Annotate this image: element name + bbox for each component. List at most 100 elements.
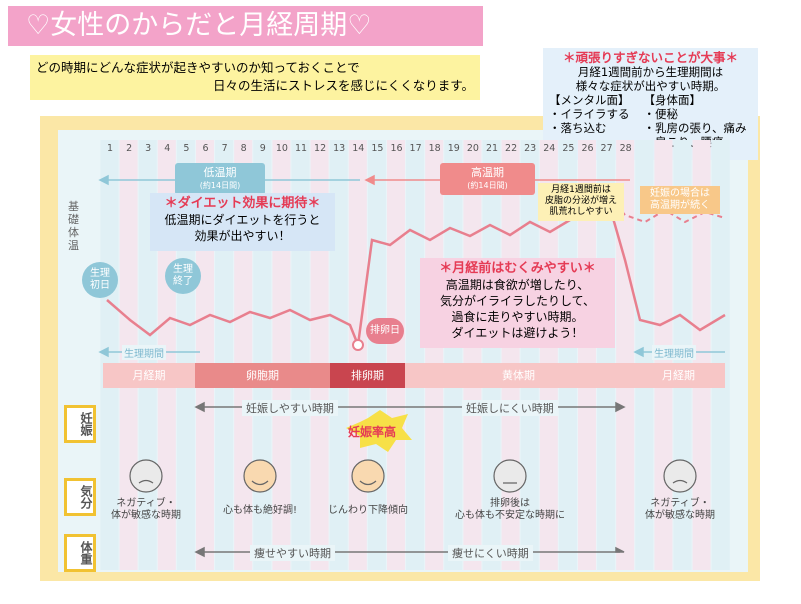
low-tag: 低温期 (約14日間)	[175, 163, 265, 195]
diet-callout: ＊ダイエット効果に期待＊ 低温期にダイエットを行うと 効果が出やすい！	[150, 193, 335, 251]
intro-line: どの時期にどんな症状が起きやすいのか知っておくことで	[36, 60, 360, 75]
intro: どの時期にどんな症状が起きやすいのか知っておくことで 日々の生活にストレスを感じ…	[30, 55, 480, 100]
day-number: 3	[145, 143, 152, 154]
pregnancy-line: 妊娠の場合は	[650, 188, 710, 199]
phase: 黄体期	[405, 363, 632, 388]
high-span: (約14日間)	[467, 181, 508, 190]
mood-label-text: 気分	[79, 485, 93, 509]
mood-line: ネガティブ・	[116, 498, 176, 509]
pregnancy-line: 高温期が続く	[650, 200, 710, 211]
swelling-line: 高温期は食欲が増したり、	[445, 278, 590, 292]
day-number: 12	[314, 143, 327, 154]
day-number: 6	[202, 143, 209, 154]
day-number: 14	[352, 143, 365, 154]
day-number: 1	[106, 143, 114, 154]
mood-text: じんわり下降傾向	[298, 505, 438, 517]
day-number: 21	[485, 143, 499, 154]
mood-text: 排卵後は 心も体も不安定な時期に	[440, 498, 580, 522]
day-number: 4	[164, 143, 171, 154]
skin-line: 皮脂の分泌が増え	[544, 196, 617, 206]
mood-line: ネガティブ・	[650, 498, 710, 509]
low-span: (約14日間)	[199, 181, 241, 190]
mood-label: 気分	[64, 478, 96, 516]
stripe	[539, 140, 558, 570]
day-number: 24	[543, 143, 556, 154]
day-number: 7	[221, 143, 228, 154]
day-number: 23	[524, 143, 537, 154]
pregnancy-peak: 妊娠率高	[348, 425, 397, 439]
period-end: 生理 終了	[165, 258, 201, 294]
stripe	[520, 140, 539, 570]
phase: 月経期	[103, 363, 195, 388]
day-number: 15	[371, 143, 384, 154]
day-number: 20	[466, 143, 479, 154]
skin-line: 月経1週間前は	[551, 185, 611, 195]
mood-line: 排卵後は	[490, 498, 530, 509]
period-end-line: 終了	[173, 276, 193, 287]
physical-item: ・便秘	[643, 107, 679, 121]
stripe	[425, 140, 444, 570]
stripe	[482, 140, 501, 570]
skin-note: 月経1週間前は 皮脂の分泌が増え 肌荒れしやすい	[538, 183, 624, 221]
day-number: 17	[409, 143, 422, 154]
pregnancy-easy: 妊娠しやすい時期	[242, 400, 338, 416]
period-start-line: 生理	[90, 268, 110, 279]
stripe	[406, 140, 425, 570]
mental-item: ・イライラする	[549, 107, 630, 121]
mood-text: 心も体も絶好調!	[190, 505, 330, 517]
weight-easy: 痩せやすい時期	[250, 545, 335, 561]
physical-header: 【身体面】	[643, 93, 702, 107]
stripe	[635, 140, 654, 570]
day-number: 27	[600, 143, 613, 154]
weight-hard: 痩せにくい時期	[448, 545, 533, 561]
period-start-line: 初日	[90, 280, 110, 291]
tip-title: ＊頑張りすぎないことが大事＊	[562, 50, 738, 65]
period-start: 生理 初日	[82, 262, 118, 298]
mood-line: 体が敏感な時期	[111, 510, 181, 521]
stripe	[597, 140, 616, 570]
day-number: 28	[619, 143, 632, 154]
weight-label-text: 体重	[79, 541, 93, 565]
tip-line: 様々な症状が出やすい時期。	[575, 79, 726, 93]
swelling-line: ダイエットは避けよう！	[451, 326, 584, 340]
day-number: 26	[581, 143, 594, 154]
pregnancy-label-text: 妊娠	[79, 412, 93, 436]
mood-line: じんわり下降傾向	[328, 505, 408, 516]
day-number: 9	[259, 143, 266, 154]
day-number: 5	[183, 143, 190, 154]
diet-line: 低温期にダイエットを行うと	[164, 213, 321, 227]
ovulation-day-text: 排卵日	[370, 325, 400, 336]
mood-line: 心も体も不安定な時期に	[455, 510, 565, 521]
mood-line: 心も体も絶好調!	[222, 505, 297, 516]
swelling-line: 過食に走りやすい時期。	[451, 310, 584, 324]
pregnancy-note: 妊娠の場合は 高温期が続く	[640, 186, 720, 214]
stripe	[444, 140, 463, 570]
day-number: 10	[275, 143, 288, 154]
period-span: 生理期間	[122, 345, 166, 360]
stripe	[577, 140, 597, 570]
day-number: 16	[390, 143, 403, 154]
mood-text: ネガティブ・ 体が敏感な時期	[610, 498, 750, 522]
swelling-line: 気分がイライラしたりして、	[439, 294, 596, 308]
title: ♡女性のからだと月経周期♡	[8, 6, 483, 46]
day-number: 18	[428, 143, 441, 154]
mood-line: 体が敏感な時期	[645, 510, 715, 521]
physical-item: ・乳房の張り、痛み	[643, 121, 747, 135]
tip-line: 月経1週間前から生理期間は	[577, 65, 724, 79]
day-number: 25	[562, 143, 575, 154]
stripe	[463, 140, 482, 570]
temp-label: 基礎体温	[68, 200, 79, 252]
faces	[129, 459, 697, 493]
intro-line: 日々の生活にストレスを感じにくくなります。	[212, 78, 474, 93]
low-name: 低温期	[203, 166, 237, 179]
day-number: 2	[126, 143, 133, 154]
period-end-line: 生理	[173, 264, 193, 275]
swelling-callout: ＊月経前はむくみやすい＊ 高温期は食欲が増したり、 気分がイライラしたりして、 …	[420, 258, 615, 348]
stripe	[711, 140, 730, 570]
mental-item: ・落ち込む	[549, 121, 607, 135]
diet-title: ＊ダイエット効果に期待＊	[164, 196, 321, 211]
diet-line: 効果が出やすい！	[194, 229, 291, 243]
weight-label: 体重	[64, 534, 96, 572]
stripe	[558, 140, 577, 570]
